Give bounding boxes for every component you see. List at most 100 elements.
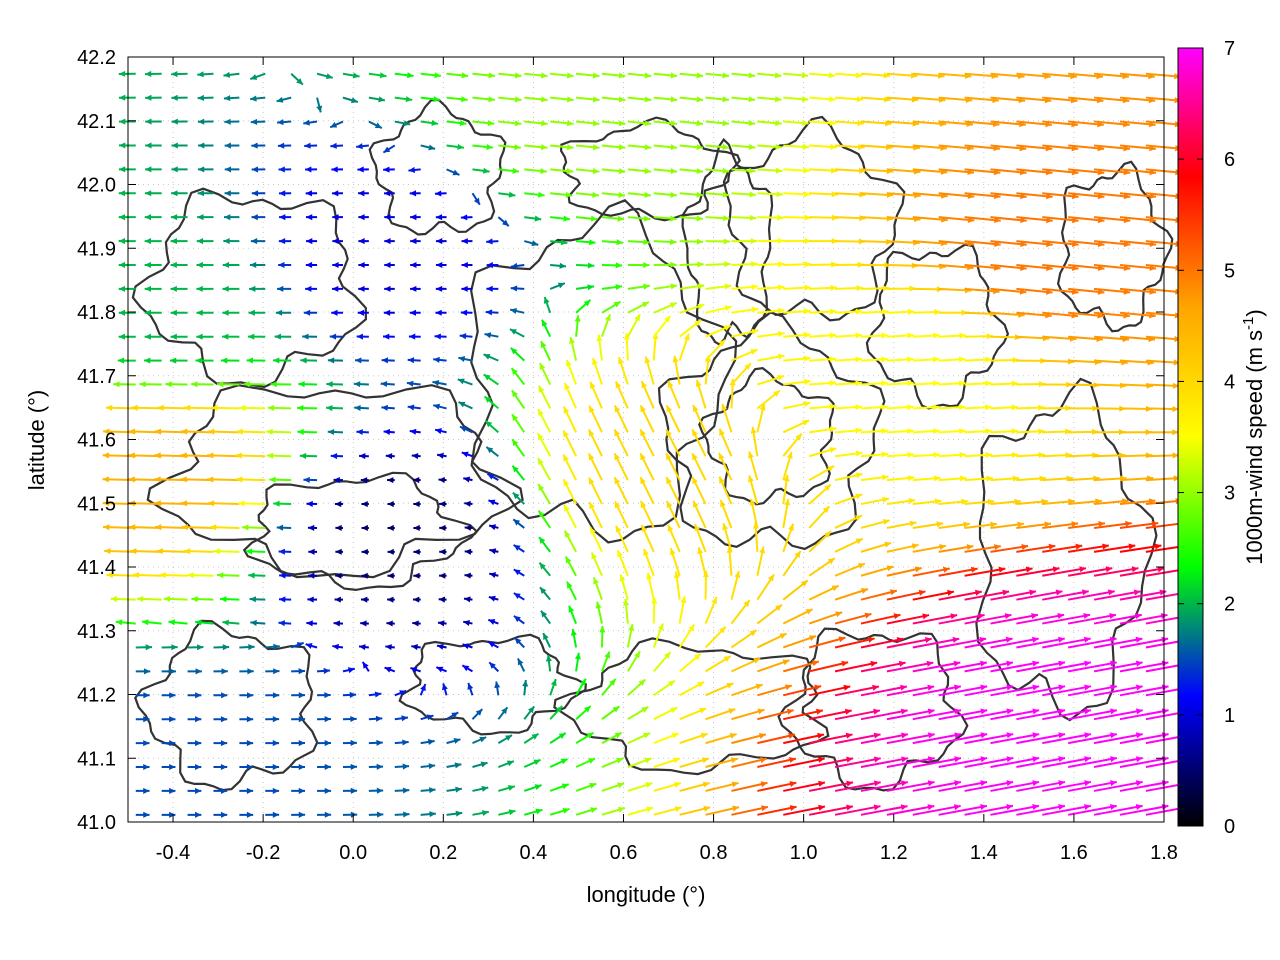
wind-arrow (303, 476, 318, 483)
wind-arrow (329, 333, 343, 340)
wind-arrow (159, 572, 188, 579)
wind-arrow (330, 452, 344, 460)
wind-arrow (420, 119, 439, 127)
wind-arrow (601, 120, 626, 127)
wind-arrow (938, 521, 971, 529)
wind-arrow (251, 214, 266, 221)
wind-arrow (117, 357, 136, 364)
wind-arrow (1042, 566, 1087, 577)
wind-arrow (731, 261, 758, 268)
wind-arrow (783, 214, 811, 221)
wind-arrow (498, 167, 520, 174)
wind-arrow (317, 739, 331, 747)
wind-arrow (308, 548, 318, 555)
wind-arrow (705, 167, 730, 174)
wind-arrow (782, 419, 810, 434)
wind-arrow (679, 303, 705, 314)
wind-arrow (461, 261, 473, 269)
wind-arrow (886, 589, 926, 601)
wind-arrow (626, 313, 641, 338)
wind-arrow (361, 596, 369, 603)
wind-arrow (412, 596, 421, 603)
wind-arrow (964, 660, 1014, 673)
wind-arrow (239, 740, 254, 747)
wind-arrow (860, 332, 888, 339)
wind-arrow (886, 732, 935, 745)
wind-arrow (446, 762, 462, 769)
wind-arrow (335, 524, 343, 531)
wind-arrow (782, 608, 814, 625)
wind-arrow (265, 716, 280, 723)
wind-arrow (860, 451, 889, 458)
wind-arrow (886, 756, 935, 768)
wind-arrow (394, 787, 410, 794)
wind-arrow (550, 215, 571, 222)
wind-arrow (220, 357, 240, 364)
wind-arrow (1016, 357, 1047, 364)
wind-arrow (1016, 381, 1046, 388)
wind-arrow (317, 692, 331, 699)
wind-arrow (224, 166, 240, 173)
wind-arrow (437, 620, 447, 627)
wind-arrow (886, 780, 935, 792)
wind-arrow (487, 640, 499, 649)
wind-arrow (783, 143, 810, 150)
colorbar-ticks: 0 1 2 3 4 5 6 7 (1178, 38, 1235, 838)
wind-arrow (835, 238, 866, 245)
wind-arrow (524, 240, 539, 247)
wind-arrow (964, 498, 995, 506)
wind-arrow (627, 650, 641, 672)
wind-arrow (783, 119, 809, 127)
wind-arrow (757, 120, 782, 127)
wind-arrow (912, 498, 942, 506)
wind-arrow (1067, 589, 1115, 601)
wind-arrow (432, 380, 447, 387)
wind-arrow (333, 620, 344, 627)
wind-arrow (513, 544, 525, 553)
wind-arrow (408, 166, 421, 173)
wind-arrow (384, 285, 395, 292)
wind-arrow (808, 660, 849, 673)
wind-arrow (358, 285, 369, 292)
wind-arrow (187, 787, 202, 794)
wind-arrow (1067, 732, 1118, 745)
wind-arrow (1093, 543, 1136, 553)
wind-arrow (458, 356, 473, 363)
wind-arrow (757, 781, 797, 792)
wind-arrow (435, 214, 447, 221)
wind-arrow (523, 758, 541, 768)
wind-arrow (1042, 684, 1092, 697)
y-tick-label: 42.0 (77, 175, 116, 197)
wind-arrow (246, 357, 266, 364)
wind-arrow (298, 381, 318, 388)
wind-arrow (342, 739, 357, 747)
wind-arrow (394, 120, 411, 127)
wind-arrow (938, 589, 982, 601)
wind-arrow (187, 668, 202, 675)
wind-arrow (835, 285, 864, 292)
wind-arrow (1016, 684, 1066, 697)
wind-arrow (523, 705, 536, 720)
wind-arrow (860, 262, 891, 269)
wind-arrow (964, 333, 994, 340)
y-tick-label: 41.7 (77, 366, 116, 388)
wind-arrow (387, 524, 395, 531)
x-tick-label: 0.4 (519, 842, 547, 864)
wind-arrow (368, 715, 383, 722)
wind-arrow (613, 405, 629, 433)
wind-arrow (1145, 452, 1180, 459)
wind-arrow (834, 684, 880, 697)
wind-arrow (458, 401, 473, 410)
wind-arrow (523, 732, 540, 744)
wind-arrow (106, 572, 136, 579)
wind-arrow (782, 635, 817, 649)
wind-arrow (239, 692, 254, 699)
wind-arrow (196, 238, 214, 245)
wind-arrow (538, 536, 551, 553)
wind-arrow (459, 333, 473, 340)
wind-arrow (131, 404, 162, 411)
wind-arrow (420, 72, 442, 79)
wind-arrow (964, 380, 992, 387)
wind-arrow (512, 518, 525, 529)
wind-arrow (834, 756, 881, 768)
